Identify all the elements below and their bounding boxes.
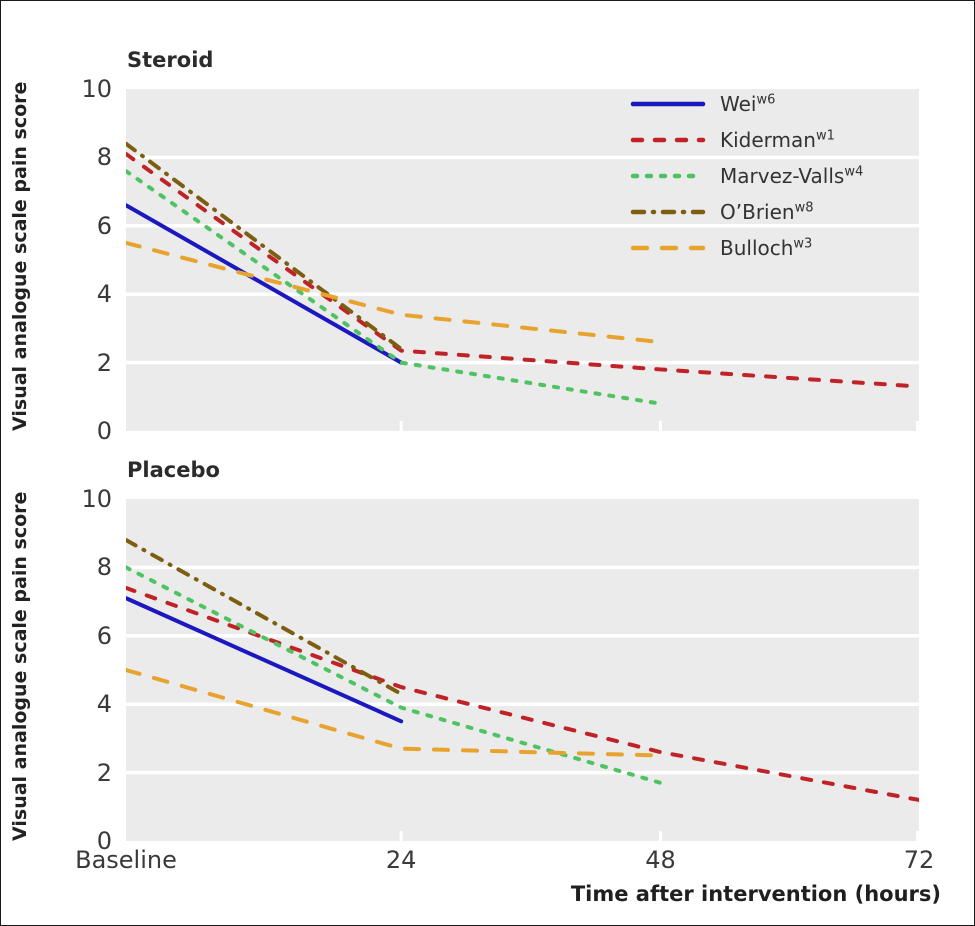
legend: Weiw6 Kidermanw1 Marvez-Vallsw4 O’Brienw8 Bu… — [629, 86, 921, 266]
marvez-valls-line — [126, 565, 663, 785]
marvez-valls-line — [126, 169, 663, 406]
wei-line — [126, 203, 404, 365]
legend-row-obrien: O’Brienw8 — [629, 194, 921, 230]
y-tick-label-0: 0 — [96, 417, 112, 445]
legend-label: Bullochw3 — [720, 236, 813, 260]
kiderman-line — [126, 151, 919, 389]
steroid-chart: Steroid 0 2 4 6 8 10 — [81, 48, 919, 443]
legend-row-marvez-valls: Marvez-Vallsw4 — [629, 158, 921, 194]
marvez-valls-legend-line — [630, 173, 706, 179]
placebo-chart: Placebo 0 2 4 6 8 10 — [81, 458, 919, 853]
bulloch-line — [126, 668, 663, 758]
x-tick-baseline: Baseline — [75, 846, 177, 874]
legend-row-kiderman: Kidermanw1 — [629, 122, 921, 158]
y-axis-label-placebo: Visual analogue scale pain score — [9, 491, 31, 841]
placebo-plot-area — [126, 499, 919, 841]
y-tick-label-4: 4 — [96, 280, 112, 309]
x-axis-ticks: Baseline 24 48 72 — [75, 846, 934, 876]
wei-line — [126, 596, 404, 724]
y-tick-label-8: 8 — [96, 553, 112, 582]
kiderman-legend-line — [630, 137, 706, 143]
steroid-chart-title: Steroid — [127, 48, 214, 72]
y-tick-label-4: 4 — [96, 690, 112, 719]
y-tick-label-6: 6 — [96, 621, 112, 650]
obrien-line — [126, 141, 404, 351]
x-tick-48h: 48 — [645, 846, 676, 874]
x-tick-24h: 24 — [385, 846, 417, 874]
legend-label: Weiw6 — [720, 92, 776, 116]
obrien-legend-line — [630, 209, 706, 215]
legend-label: O’Brienw8 — [720, 200, 814, 224]
x-axis-title: Time after intervention (hours) — [570, 882, 941, 906]
legend-label: Marvez-Vallsw4 — [720, 164, 864, 188]
legend-row-wei: Weiw6 — [629, 86, 921, 122]
y-tick-label-2: 2 — [96, 758, 112, 787]
steroid-plot-area — [126, 89, 919, 431]
y-tick-label-8: 8 — [96, 143, 112, 172]
legend-label: Kidermanw1 — [720, 128, 835, 152]
y-tick-label-0: 0 — [96, 827, 112, 855]
kiderman-line — [126, 585, 919, 802]
y-tick-label-6: 6 — [96, 211, 112, 240]
bulloch-line — [126, 240, 663, 345]
legend-row-bulloch: Bullochw3 — [629, 230, 921, 266]
placebo-chart-title: Placebo — [127, 458, 220, 482]
y-tick-label-10: 10 — [81, 75, 112, 103]
y-tick-label-2: 2 — [96, 348, 112, 377]
wei-legend-line — [630, 101, 706, 107]
y-tick-label-10: 10 — [81, 485, 112, 513]
x-tick-72h: 72 — [903, 846, 935, 874]
obrien-line — [126, 538, 404, 696]
y-axis-label-steroid: Visual analogue scale pain score — [9, 81, 31, 431]
bulloch-legend-line — [630, 245, 706, 251]
